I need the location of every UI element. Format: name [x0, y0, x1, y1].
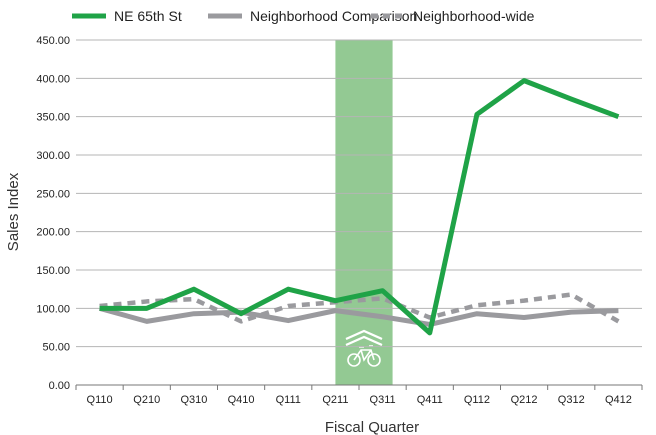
- y-tick-label: 200.00: [36, 227, 70, 239]
- x-tick-label: Q212: [511, 394, 538, 406]
- y-tick-label: 150.00: [36, 265, 70, 277]
- y-tick-label: 400.00: [36, 73, 70, 85]
- x-tick-label: Q310: [180, 394, 207, 406]
- x-tick-label: Q410: [228, 394, 255, 406]
- legend: NE 65th St Neighborhood ComparisonNeighbo…: [72, 8, 535, 24]
- series-line-ne-65th-st: [99, 78, 620, 336]
- x-tick-label: Q411: [417, 394, 443, 406]
- y-tick-label: 100.00: [36, 303, 70, 315]
- x-tick-label: Q112: [464, 394, 490, 406]
- series-line-neighborhood-wide: [99, 292, 620, 324]
- highlight-band: [335, 40, 393, 385]
- bike-lane-sharrow-icon: [345, 329, 383, 367]
- x-tick-label: Q110: [87, 394, 113, 406]
- y-tick-label: 450.00: [36, 35, 70, 47]
- legend-label: Neighborhood Comparison: [250, 8, 417, 24]
- bike-lane-band: [335, 40, 393, 385]
- y-tick-label: 0.00: [49, 380, 70, 392]
- x-tick-label: Q311: [370, 394, 396, 406]
- x-tick-label: Q412: [605, 394, 632, 406]
- series-line-neighborhood-comparison: [98, 305, 619, 327]
- y-tick-label: 50.00: [42, 342, 70, 354]
- y-tick-label: 250.00: [36, 188, 70, 200]
- legend-label: Neighborhood-wide: [413, 8, 535, 24]
- x-tick-label: Q210: [133, 394, 160, 406]
- y-axis-label: Sales Index: [5, 172, 22, 251]
- series-lines: [98, 78, 620, 336]
- y-axis-ticks: 0.00 50.00 100.00 150.00 200.00 250.00 300.00 3…: [36, 35, 70, 392]
- x-axis-label: Fiscal Quarter: [325, 419, 419, 435]
- x-tick-label: Q211: [322, 394, 348, 406]
- y-tick-label: 300.00: [36, 150, 70, 162]
- y-tick-label: 350.00: [36, 112, 70, 124]
- x-tick-label: Q312: [558, 394, 585, 406]
- x-tick-label: Q111: [276, 394, 301, 406]
- x-axis-ticks: Q110 Q210 Q310 Q410 Q111 Q211 Q311 Q411 Q112 Q212…: [75, 385, 643, 406]
- legend-label: NE 65th St: [114, 8, 182, 24]
- gridlines: [76, 39, 642, 386]
